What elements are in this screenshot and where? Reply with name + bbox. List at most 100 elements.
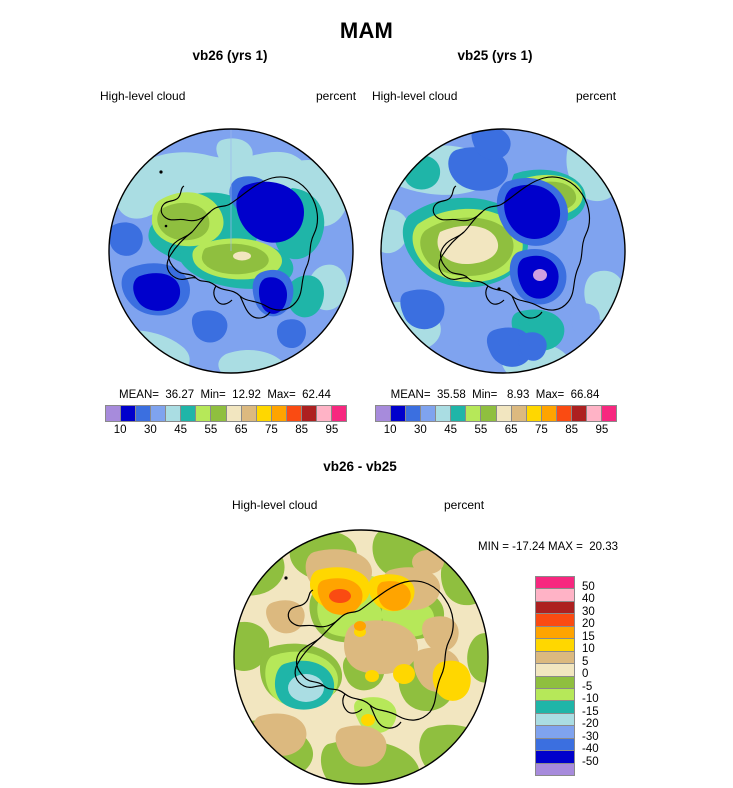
colorbar-tick-label: 10 xyxy=(383,424,397,436)
colorbar-vb26 xyxy=(105,405,347,422)
colorbar-ticks-vb25: 10 30 45 55 65 75 85 95 xyxy=(375,424,615,440)
colorbar-swatch xyxy=(271,406,287,421)
colorbar-swatch xyxy=(181,406,197,421)
panel-field-label-diff: High-level cloud xyxy=(232,498,318,512)
colorbar-swatch xyxy=(536,601,574,615)
map-vb26 xyxy=(106,126,356,376)
colorbar-tick-label: -30 xyxy=(582,730,599,743)
panel-field-label-vb25: High-level cloud xyxy=(372,89,458,103)
colorbar-swatch xyxy=(451,406,467,421)
colorbar-tick-label: 65 xyxy=(504,424,518,436)
colorbar-ticks-diff: 50 40 30 20 15 10 5 0 -5 -10 -15 -20 -30 -40 -50 xyxy=(578,576,628,774)
colorbar-swatch xyxy=(166,406,182,421)
colorbar-swatch xyxy=(541,406,557,421)
colorbar-diff xyxy=(535,576,575,776)
colorbar-swatch xyxy=(586,406,602,421)
colorbar-tick-label: 0 xyxy=(582,668,589,680)
colorbar-tick-label: -20 xyxy=(582,718,599,730)
panel-units-label-diff: percent xyxy=(444,498,485,512)
colorbar-swatch xyxy=(511,406,527,421)
colorbar-swatch xyxy=(211,406,227,421)
colorbar-tick-label: 30 xyxy=(143,424,157,436)
colorbar-ticks-vb26: 10 30 45 55 65 75 85 95 xyxy=(105,424,345,440)
colorbar-tick-label: 10 xyxy=(113,424,127,436)
colorbar-tick-label: 30 xyxy=(413,424,427,436)
colorbar-tick-label: 85 xyxy=(295,424,309,436)
colorbar-swatch xyxy=(391,406,407,421)
colorbar-swatch xyxy=(301,406,317,421)
colorbar-tick-label: -50 xyxy=(582,755,599,768)
map-diff xyxy=(232,528,490,786)
colorbar-tick-label: 30 xyxy=(582,605,595,618)
colorbar-tick-label: 10 xyxy=(582,643,595,655)
colorbar-swatch xyxy=(376,406,392,421)
colorbar-swatch xyxy=(601,406,616,421)
colorbar-swatch xyxy=(406,406,422,421)
panel-units-label-vb26: percent xyxy=(316,89,357,103)
colorbar-swatch xyxy=(151,406,167,421)
colorbar-tick-label: 45 xyxy=(174,424,188,436)
colorbar-swatch xyxy=(481,406,497,421)
colorbar-swatch xyxy=(316,406,332,421)
colorbar-swatch xyxy=(536,751,574,764)
panel-title-diff: vb26 - vb25 xyxy=(323,459,397,474)
colorbar-swatch xyxy=(256,406,272,421)
colorbar-tick-label: 20 xyxy=(582,618,595,630)
colorbar-tick-label: 85 xyxy=(565,424,579,436)
colorbar-swatch xyxy=(536,589,574,602)
colorbar-tick-label: 15 xyxy=(582,630,595,643)
colorbar-tick-label: 5 xyxy=(582,655,589,668)
panel-field-label-vb26: High-level cloud xyxy=(100,89,186,103)
colorbar-swatch xyxy=(436,406,452,421)
colorbar-tick-label: 95 xyxy=(595,424,609,436)
colorbar-swatch xyxy=(536,676,574,689)
colorbar-vb25 xyxy=(375,405,617,422)
stats-vb25: MEAN= 35.58 Min= 8.93 Max= 66.84 xyxy=(390,389,600,401)
colorbar-swatch xyxy=(536,701,574,714)
colorbar-swatch xyxy=(466,406,482,421)
colorbar-swatch xyxy=(136,406,152,421)
colorbar-tick-label: -5 xyxy=(582,680,593,693)
colorbar-swatch xyxy=(536,738,574,752)
colorbar-swatch xyxy=(536,688,574,702)
colorbar-swatch xyxy=(421,406,437,421)
colorbar-swatch xyxy=(536,763,574,775)
colorbar-tick-label: 45 xyxy=(444,424,458,436)
stats-vb26: MEAN= 36.27 Min= 12.92 Max= 62.44 xyxy=(119,389,331,401)
colorbar-swatch xyxy=(331,406,346,421)
colorbar-swatch xyxy=(226,406,242,421)
colorbar-swatch xyxy=(536,713,574,727)
colorbar-swatch xyxy=(286,406,302,421)
panel-title-vb25: vb25 (yrs 1) xyxy=(457,48,533,63)
colorbar-tick-label: 75 xyxy=(264,424,278,436)
panel-units-label-vb25: percent xyxy=(576,89,617,103)
colorbar-tick-label: -40 xyxy=(582,743,599,755)
colorbar-swatch xyxy=(536,577,574,590)
colorbar-swatch xyxy=(536,614,574,627)
colorbar-swatch xyxy=(536,664,574,677)
colorbar-tick-label: -15 xyxy=(582,705,599,718)
colorbar-tick-label: -10 xyxy=(582,693,599,705)
colorbar-swatch xyxy=(536,639,574,652)
colorbar-swatch xyxy=(526,406,542,421)
colorbar-swatch xyxy=(496,406,512,421)
panel-title-vb26: vb26 (yrs 1) xyxy=(192,48,268,63)
colorbar-swatch xyxy=(196,406,212,421)
colorbar-swatch xyxy=(106,406,122,421)
colorbar-swatch xyxy=(536,626,574,640)
colorbar-tick-label: 55 xyxy=(474,424,488,436)
colorbar-tick-label: 55 xyxy=(204,424,218,436)
colorbar-tick-label: 40 xyxy=(582,593,595,605)
colorbar-swatch xyxy=(536,726,574,739)
colorbar-swatch xyxy=(536,651,574,665)
stats-diff: MIN = -17.24 MAX = 20.33 xyxy=(478,541,618,553)
colorbar-swatch xyxy=(121,406,137,421)
page-title: MAM xyxy=(339,18,394,43)
colorbar-tick-label: 95 xyxy=(325,424,339,436)
map-vb25 xyxy=(378,126,628,376)
colorbar-tick-label: 50 xyxy=(582,580,595,593)
colorbar-swatch xyxy=(571,406,587,421)
colorbar-swatch xyxy=(556,406,572,421)
colorbar-tick-label: 75 xyxy=(534,424,548,436)
colorbar-tick-label: 65 xyxy=(234,424,248,436)
